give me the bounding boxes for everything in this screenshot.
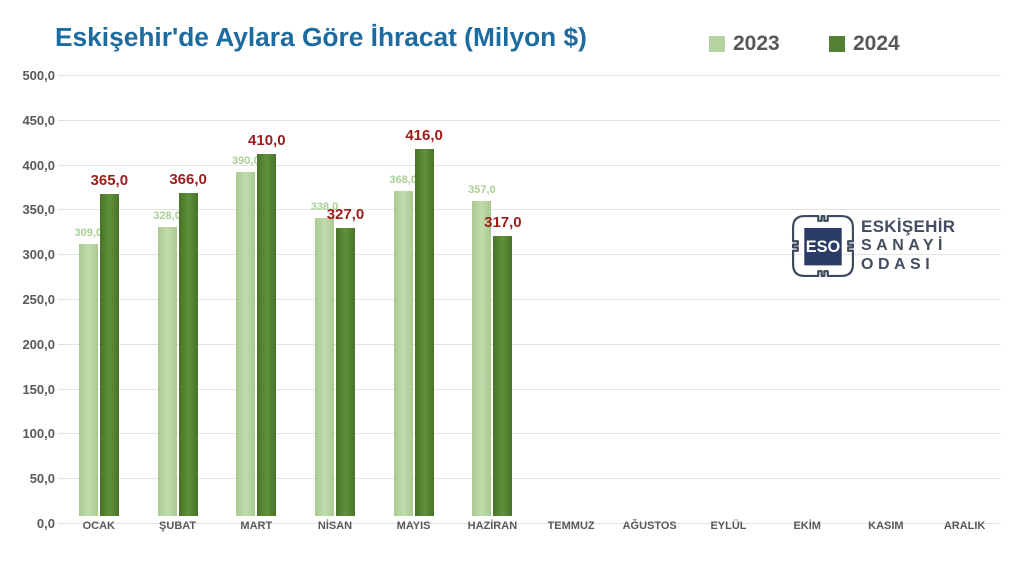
svg-text:ESO: ESO [806,238,840,256]
